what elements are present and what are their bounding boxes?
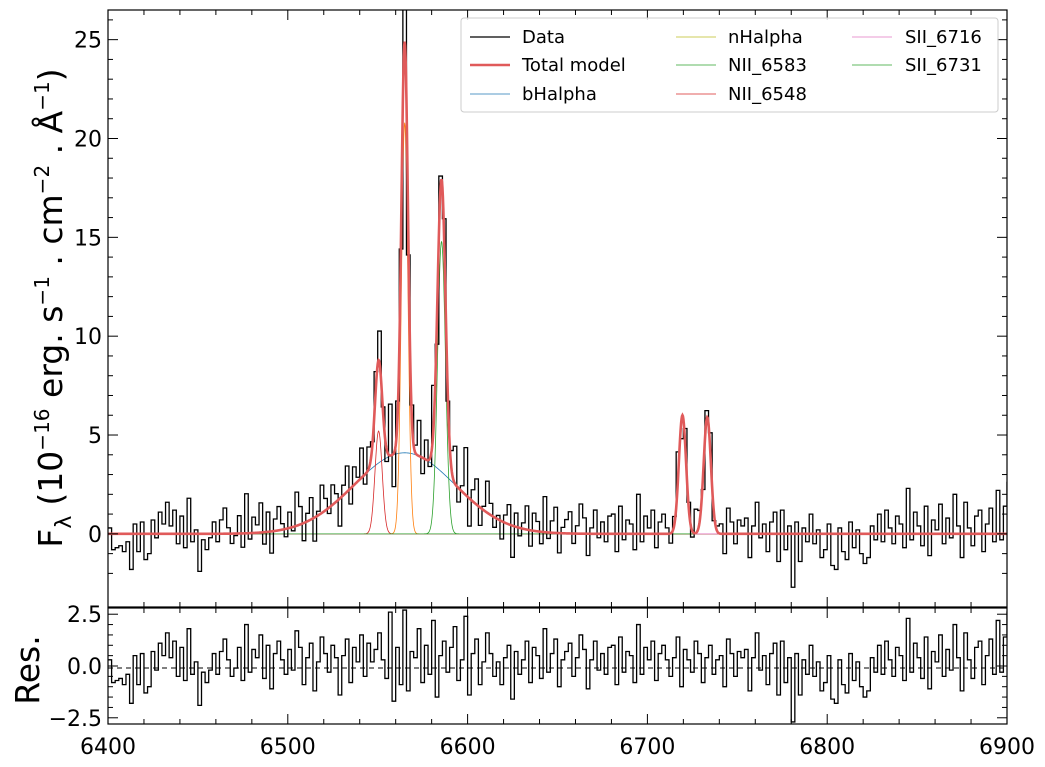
- y-tick-label: 15: [74, 226, 102, 251]
- model-components: [108, 122, 1007, 535]
- legend-label: NII_6583: [728, 55, 807, 76]
- legend: Data Total model bHalpha nHalpha NII_658…: [460, 17, 999, 113]
- main-panel-frame: [107, 9, 1008, 608]
- residual-panel: 2.5 0.0 −2.5 6400 6500 6600 6700 6800 6900 Res.: [8, 603, 1035, 760]
- legend-label: nHalpha: [728, 27, 803, 48]
- residual-axis-ticks: 2.5 0.0 −2.5 6400 6500 6600 6700 6800 6900: [49, 603, 1035, 760]
- legend-label: NII_6548: [728, 84, 807, 105]
- x-tick-label: 6900: [979, 735, 1035, 760]
- y-tick-label: 0.0: [67, 655, 102, 680]
- legend-entry: nHalpha: [676, 27, 803, 48]
- x-tick-label: 6400: [80, 735, 136, 760]
- legend-label: bHalpha: [522, 84, 597, 105]
- x-tick-label: 6700: [619, 735, 675, 760]
- component-nhalpha: [108, 122, 1007, 535]
- y-tick-label: 5: [88, 424, 102, 449]
- legend-entry: bHalpha: [470, 84, 597, 105]
- y-tick-label: 0: [88, 523, 102, 548]
- legend-label: SII_6731: [905, 55, 982, 76]
- y-tick-label: 2.5: [67, 603, 102, 628]
- main-panel: 0 5 10 15 20 25 Fλ(10−16 erg. s−1 . cm−2 . Å−…: [30, 9, 1008, 608]
- data-step-line: [108, 10, 1007, 588]
- y-tick-label: 10: [74, 325, 102, 350]
- legend-box: [460, 17, 999, 113]
- residual-step-line: [108, 609, 1007, 723]
- residual-y-axis-label: Res.: [8, 635, 47, 704]
- x-tick-label: 6600: [440, 735, 496, 760]
- legend-label: SII_6716: [905, 27, 982, 48]
- x-tick-label: 6800: [799, 735, 855, 760]
- component-nii_6583: [108, 241, 1007, 535]
- y-tick-label: 25: [74, 29, 102, 54]
- legend-entry: SII_6716: [852, 27, 982, 48]
- legend-entry: Data: [470, 27, 565, 48]
- x-tick-label: 6500: [260, 735, 316, 760]
- legend-entry: Total model: [470, 55, 626, 76]
- legend-entry: NII_6583: [676, 55, 807, 76]
- legend-label: Data: [522, 27, 565, 48]
- legend-entry: NII_6548: [676, 84, 807, 105]
- y-tick-label: 20: [74, 127, 102, 152]
- y-tick-label: −2.5: [49, 707, 102, 732]
- legend-entry: SII_6731: [852, 55, 982, 76]
- legend-label: Total model: [521, 55, 626, 76]
- main-y-axis-label: Fλ(10−16 erg. s−1 . cm−2 . Å−1): [30, 68, 77, 547]
- main-axis-ticks: 0 5 10 15 20 25: [74, 10, 1008, 607]
- total-model-line: [108, 41, 1007, 536]
